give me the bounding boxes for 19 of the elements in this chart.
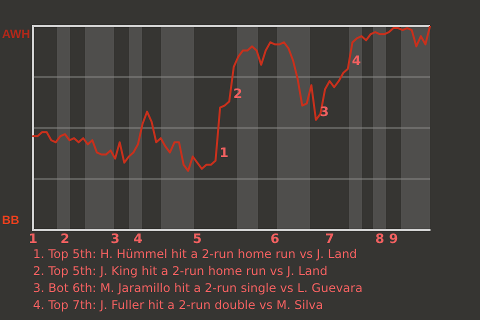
annotation: 3 [320,105,329,120]
x-tick-label: 3 [110,232,120,248]
annotation: 2 [233,86,242,102]
x-tick-label: 8 [375,232,384,248]
x-tick-label: 4 [133,232,142,248]
text: 4. Top 7th: J. Fuller hit a 2-run double vs M. Silva [33,297,324,314]
text: 3. Bot 6th: M. Jaramillo hit a 2-run single vs L. Guevara [33,280,363,297]
x-tick-label: 5 [192,232,202,248]
text: 1. Top 5th: H. Hümmel hit a 2-run home run vs J. Land [33,246,358,263]
annotation: 4 [352,54,361,70]
x-tick-label: 2 [60,232,70,248]
text: AWH [2,27,30,41]
x-tick-label: 7 [325,232,334,248]
x-tick-label: 9 [388,232,398,248]
annotation: 1 [220,146,229,162]
x-tick-label: 6 [270,232,280,248]
text: 2. Top 5th: J. King hit a 2-run home run vs J. Land [33,263,328,280]
x-tick-label: 1 [28,232,38,248]
text: BB [2,213,20,227]
